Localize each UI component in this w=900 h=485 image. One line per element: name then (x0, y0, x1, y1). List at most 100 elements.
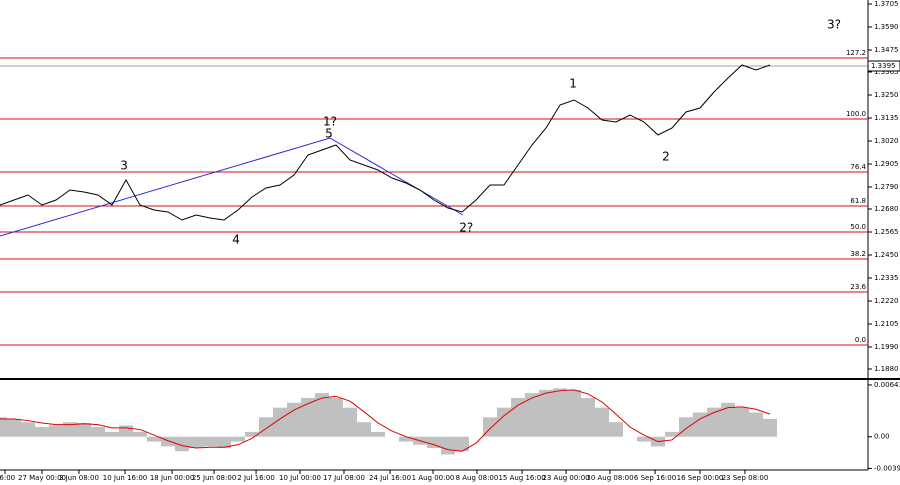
x-tick-label: 18 Jun 00:00 (150, 474, 194, 482)
x-tick-label: 27 May 00:00 (18, 474, 66, 482)
last-price-label: 1.3395 (871, 62, 896, 70)
histogram-bar (399, 436, 413, 442)
wave-label: 2? (459, 221, 473, 235)
y-tick-label: 0.00641 (874, 381, 900, 389)
last-price-box (867, 60, 900, 72)
y-tick-label: 1.3250 (874, 91, 899, 99)
histogram-bar (175, 436, 189, 452)
histogram-bar (35, 427, 49, 437)
histogram-bar (133, 431, 147, 437)
y-tick-label: 1.1880 (874, 365, 899, 373)
histogram-bar (539, 389, 553, 437)
histogram-bar (525, 393, 539, 437)
histogram-bar (371, 431, 385, 437)
wave-label: 2 (662, 150, 670, 164)
y-tick-label: 1.2105 (874, 320, 899, 328)
fib-label: 38.2 (850, 250, 866, 258)
histogram-bar (91, 427, 105, 437)
x-tick-label: 17 Jul 08:00 (323, 474, 365, 482)
histogram-bar (63, 422, 77, 437)
x-tick-label: 23 Sep 08:00 (722, 474, 769, 482)
histogram-bar (287, 402, 301, 437)
y-tick-label: 1.3365 (874, 68, 899, 76)
histogram-bar (119, 425, 133, 437)
x-tick-label: 16:00 (0, 474, 15, 482)
histogram-bar (161, 436, 175, 447)
wave-label: 4 (232, 233, 240, 247)
histogram-bar (455, 436, 469, 452)
x-tick-label: 3 Jun 08:00 (59, 474, 99, 482)
histogram-bar (357, 422, 371, 437)
y-tick-label: 1.3135 (874, 114, 899, 122)
x-tick-label: 1 Aug 00:00 (412, 474, 455, 482)
histogram-bar (49, 425, 63, 437)
y-tick-label: 1.2450 (874, 251, 899, 259)
histogram-bar (259, 417, 273, 437)
fib-label: 61.8 (850, 197, 866, 205)
price-line (0, 64, 771, 221)
y-tick-label: 1.1990 (874, 343, 899, 351)
signal-line (0, 389, 771, 452)
histogram-bar (441, 436, 455, 455)
fib-label: 0.0 (855, 336, 866, 344)
y-tick-label: -0.00393 (874, 464, 900, 472)
histogram-bar (217, 436, 231, 449)
histogram-bar (273, 407, 287, 437)
histogram-bar (329, 397, 343, 437)
fib-label: 127.2 (846, 49, 866, 57)
histogram-bar (763, 418, 777, 437)
y-tick-label: 1.2905 (874, 160, 899, 168)
y-tick-label: 1.2565 (874, 228, 899, 236)
histogram-bar (0, 417, 7, 437)
wave-label: 5 (325, 127, 333, 141)
y-tick-label: 1.3475 (874, 46, 899, 54)
histogram-bar (707, 407, 721, 437)
histogram-bar (77, 422, 91, 437)
histogram-bar (721, 402, 735, 437)
histogram-bar (315, 393, 329, 437)
x-tick-label: 30 Aug 08:00 (586, 474, 633, 482)
histogram-bar (301, 397, 315, 437)
histogram-bar (21, 422, 35, 437)
x-tick-label: 16 Sep 00:00 (677, 474, 724, 482)
histogram-bar (231, 436, 245, 442)
histogram-bar (343, 407, 357, 437)
x-tick-label: 10 Jul 00:00 (279, 474, 321, 482)
histogram-bar (203, 436, 217, 447)
y-tick-label: 1.3705 (874, 0, 899, 8)
wave-label: 3? (827, 18, 841, 32)
x-tick-label: 10 Jun 16:00 (103, 474, 147, 482)
histogram-bar (595, 407, 609, 437)
histogram-bar (511, 397, 525, 437)
fib-label: 100.0 (846, 110, 866, 118)
y-tick-label: 1.2680 (874, 205, 899, 213)
histogram-bar (567, 389, 581, 437)
y-tick-label: 1.2335 (874, 274, 899, 282)
wave-label: 3 (120, 159, 128, 173)
fib-label: 50.0 (850, 223, 866, 231)
y-tick-label: 1.2790 (874, 183, 899, 191)
wave-label: 1? (323, 115, 337, 129)
fib-label: 23.6 (850, 283, 866, 291)
histogram-bar (189, 436, 203, 449)
y-tick-label: 0.00 (874, 433, 890, 441)
histogram-bar (427, 436, 441, 449)
histogram-bar (147, 436, 161, 442)
x-tick-label: 2 Jul 16:00 (237, 474, 275, 482)
y-tick-label: 1.2220 (874, 297, 899, 305)
histogram-bar (637, 436, 651, 442)
histogram-bar (553, 388, 567, 437)
fib-label: 76.4 (850, 163, 866, 171)
histogram-bar (497, 407, 511, 437)
x-tick-label: 25 Jun 08:00 (192, 474, 236, 482)
histogram-bar (749, 412, 763, 437)
histogram-bar (693, 412, 707, 437)
histogram-bar (7, 418, 21, 437)
histogram-bar (609, 422, 623, 437)
histogram-bar (679, 417, 693, 437)
x-tick-label: 8 Aug 08:00 (456, 474, 499, 482)
y-tick-label: 1.3590 (874, 23, 899, 31)
x-tick-label: 6 Sep 16:00 (634, 474, 676, 482)
